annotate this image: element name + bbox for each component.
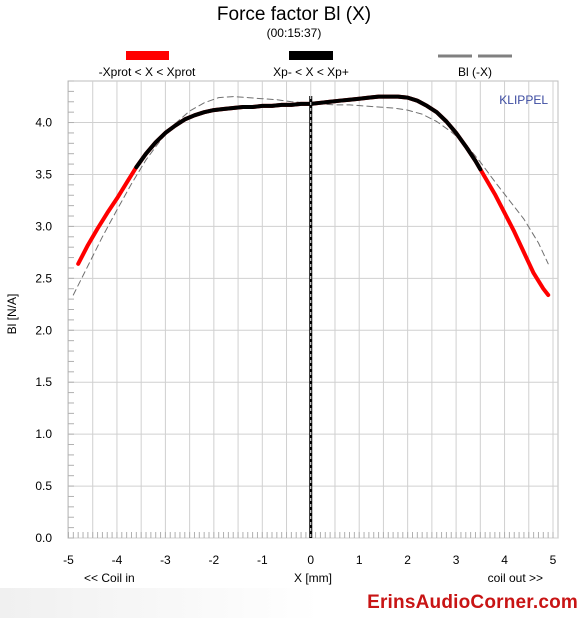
grid [68,81,558,539]
y-tick-label: 1.5 [35,375,52,389]
legend-label-bl-neg: Bl (-X) [458,65,492,79]
legend-swatch-xp [289,51,333,60]
coil-in-note: << Coil in [84,571,135,585]
x-tick-label: -4 [112,553,123,567]
y-tick-label: 0.0 [35,531,52,545]
x-tick-label: 4 [501,553,508,567]
watermark-bar: ErinsAudioCorner.com [0,588,588,618]
watermark-strip [0,588,320,618]
y-tick-label: 0.5 [35,479,52,493]
plot-area [67,80,559,539]
x-axis-ticks: -5 -4 -3 -2 -1 0 1 2 3 4 5 [63,553,556,567]
legend: -Xprot < X < Xprot Xp- < X < Xp+ Bl (-X) [99,51,512,79]
y-axis-ticks: 0.0 0.5 1.0 1.5 2.0 2.5 3.0 3.5 4.0 [35,116,52,545]
y-tick-label: 4.0 [35,116,52,130]
coil-out-note: coil out >> [488,571,543,585]
x-tick-label: 1 [356,553,363,567]
legend-label-xp: Xp- < X < Xp+ [273,65,349,79]
x-tick-label: 3 [453,553,460,567]
brand-label: KLIPPEL [499,93,548,107]
y-tick-label: 3.0 [35,219,52,233]
legend-swatch-xprot [126,51,169,60]
chart-title: Force factor Bl (X) [217,4,371,25]
x-tick-label: 0 [307,553,314,567]
x-tick-label: -1 [257,553,268,567]
y-tick-label: 2.0 [35,323,52,337]
bl-chart: Force factor Bl (X) (00:15:37) -Xprot < … [5,4,559,585]
y-tick-label: 1.0 [35,427,52,441]
y-tick-label: 3.5 [35,167,52,181]
watermark-text: ErinsAudioCorner.com [367,592,578,613]
chart-subtitle: (00:15:37) [267,26,322,40]
y-tick-label: 2.5 [35,271,52,285]
minor-ticks [68,80,554,539]
x-tick-label: -2 [209,553,220,567]
x-tick-label: 2 [404,553,411,567]
x-tick-label: -3 [160,553,171,567]
x-axis-label: X [mm] [294,571,332,585]
x-tick-label: 5 [550,553,557,567]
y-axis-label: Bl [N/A] [5,294,19,335]
x-tick-label: -5 [63,553,74,567]
legend-label-xprot: -Xprot < X < Xprot [99,65,196,79]
